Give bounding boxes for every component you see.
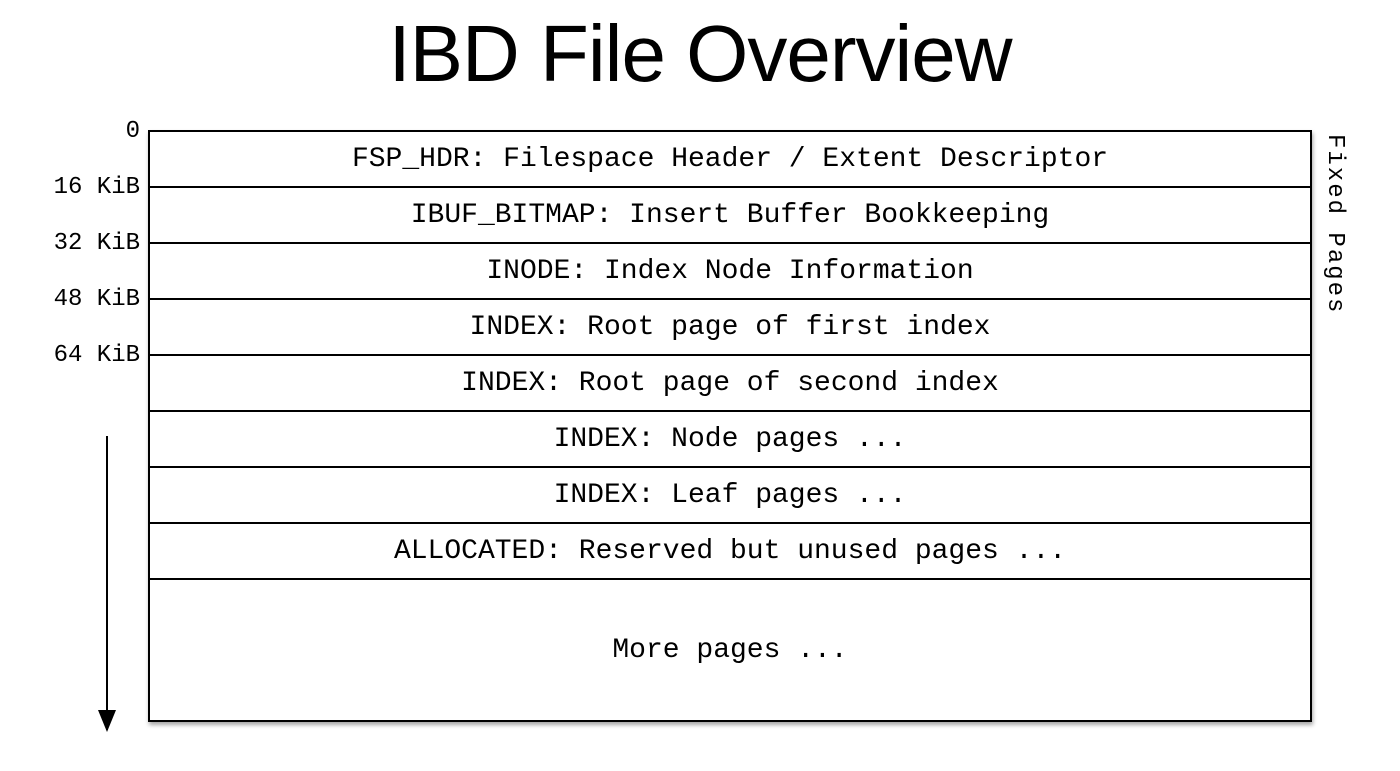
ibd-diagram: 0 16 KiB 32 KiB 48 KiB 64 KiB Fixed Page… — [148, 130, 1312, 722]
row-more-pages: More pages ... — [150, 580, 1310, 720]
row-fsp-hdr: FSP_HDR: Filespace Header / Extent Descr… — [150, 132, 1310, 188]
offset-48: 48 KiB — [54, 286, 140, 313]
offset-16: 16 KiB — [54, 174, 140, 201]
row-allocated: ALLOCATED: Reserved but unused pages ... — [150, 524, 1310, 580]
offset-32: 32 KiB — [54, 230, 140, 257]
page-title: IBD File Overview — [0, 0, 1400, 100]
continuation-arrow-icon — [106, 436, 108, 730]
page-layout-table: FSP_HDR: Filespace Header / Extent Descr… — [148, 130, 1312, 722]
fixed-pages-label: Fixed Pages — [1321, 134, 1348, 314]
row-index-node: INDEX: Node pages ... — [150, 412, 1310, 468]
row-index-leaf: INDEX: Leaf pages ... — [150, 468, 1310, 524]
row-index-root-1: INDEX: Root page of first index — [150, 300, 1310, 356]
offset-0: 0 — [126, 118, 140, 145]
row-index-root-2: INDEX: Root page of second index — [150, 356, 1310, 412]
row-ibuf-bitmap: IBUF_BITMAP: Insert Buffer Bookkeeping — [150, 188, 1310, 244]
row-inode: INODE: Index Node Information — [150, 244, 1310, 300]
offset-64: 64 KiB — [54, 342, 140, 369]
